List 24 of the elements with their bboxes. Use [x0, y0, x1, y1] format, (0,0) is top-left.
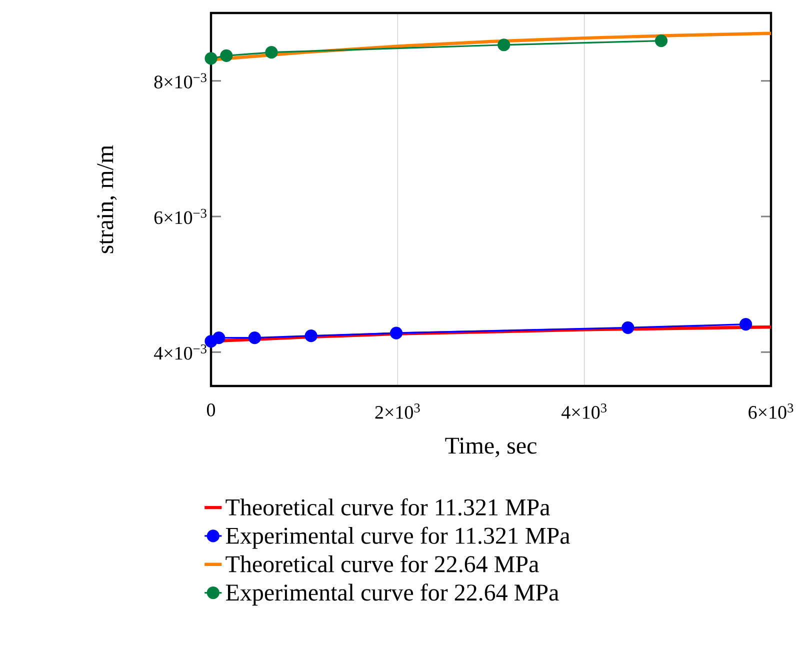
point — [212, 332, 226, 344]
legend-label: Theoretical curve for 11.321 MPa — [226, 498, 550, 516]
point — [304, 330, 318, 342]
legend-label: Experimental curve for 22.64 MPa — [226, 584, 559, 606]
x-tick-label: 0 — [206, 404, 216, 416]
legend-label: Theoretical curve for 22.64 MPa — [226, 555, 539, 572]
y-tick-label: 4×10$^{−3}$ — [154, 344, 206, 360]
point — [220, 49, 233, 62]
x-tick-label: 2×10$^{3}$ — [375, 404, 420, 419]
x-tick-label: 4×10$^{3}$ — [562, 404, 606, 419]
y-tick-label: 8×10$^{−3}$ — [154, 73, 206, 88]
x-axis-title: Time, sec — [445, 438, 536, 458]
x-tick-label: 6×10$^{3}$ — [748, 404, 794, 419]
point — [248, 332, 261, 344]
point — [390, 326, 403, 340]
point — [654, 34, 668, 48]
y-tick-label: 6×10$^{−3}$ — [154, 208, 206, 224]
point — [498, 38, 510, 52]
point — [740, 318, 752, 331]
point — [622, 321, 634, 334]
y-axis-title: strain, m/m — [97, 145, 117, 254]
point — [204, 52, 218, 65]
legend-label: Experimental curve for 11.321 MPa — [226, 526, 570, 549]
point — [265, 46, 278, 59]
